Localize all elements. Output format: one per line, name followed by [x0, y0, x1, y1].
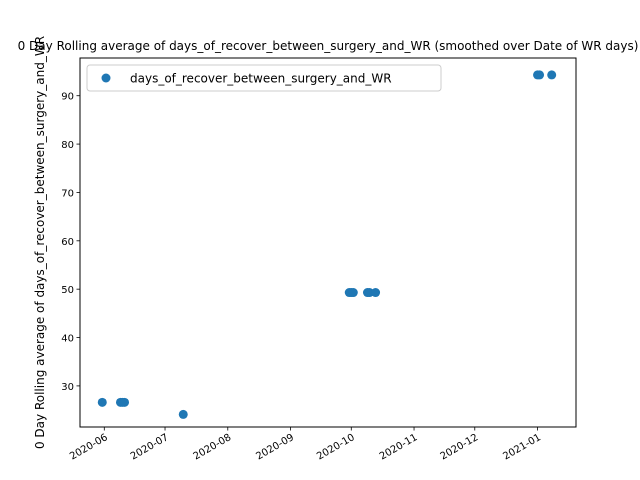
y-tick-label: 70 [61, 188, 74, 199]
axes-background [80, 58, 576, 427]
legend: days_of_recover_between_surgery_and_WR [86, 64, 442, 92]
y-tick-label: 50 [61, 285, 74, 296]
legend-frame [86, 64, 442, 92]
axes-frame [79, 57, 577, 428]
y-tick-label: 30 [61, 382, 74, 393]
data-point [535, 70, 545, 80]
y-tick-label: 90 [61, 92, 74, 103]
chart-title: 0 Day Rolling average of days_of_recover… [18, 39, 639, 53]
data-point [348, 288, 358, 298]
y-tick-label: 60 [61, 237, 74, 248]
y-axis-label: 0 Day Rolling average of days_of_recover… [33, 36, 47, 449]
y-tick-label: 80 [61, 140, 74, 151]
legend-marker [101, 73, 111, 83]
data-point [178, 409, 188, 419]
legend-entry-label: days_of_recover_between_surgery_and_WR [130, 72, 392, 86]
data-point [371, 288, 381, 298]
data-point [547, 70, 557, 80]
y-tick-label: 40 [61, 334, 74, 345]
data-point [120, 397, 130, 407]
data-point [97, 397, 107, 407]
